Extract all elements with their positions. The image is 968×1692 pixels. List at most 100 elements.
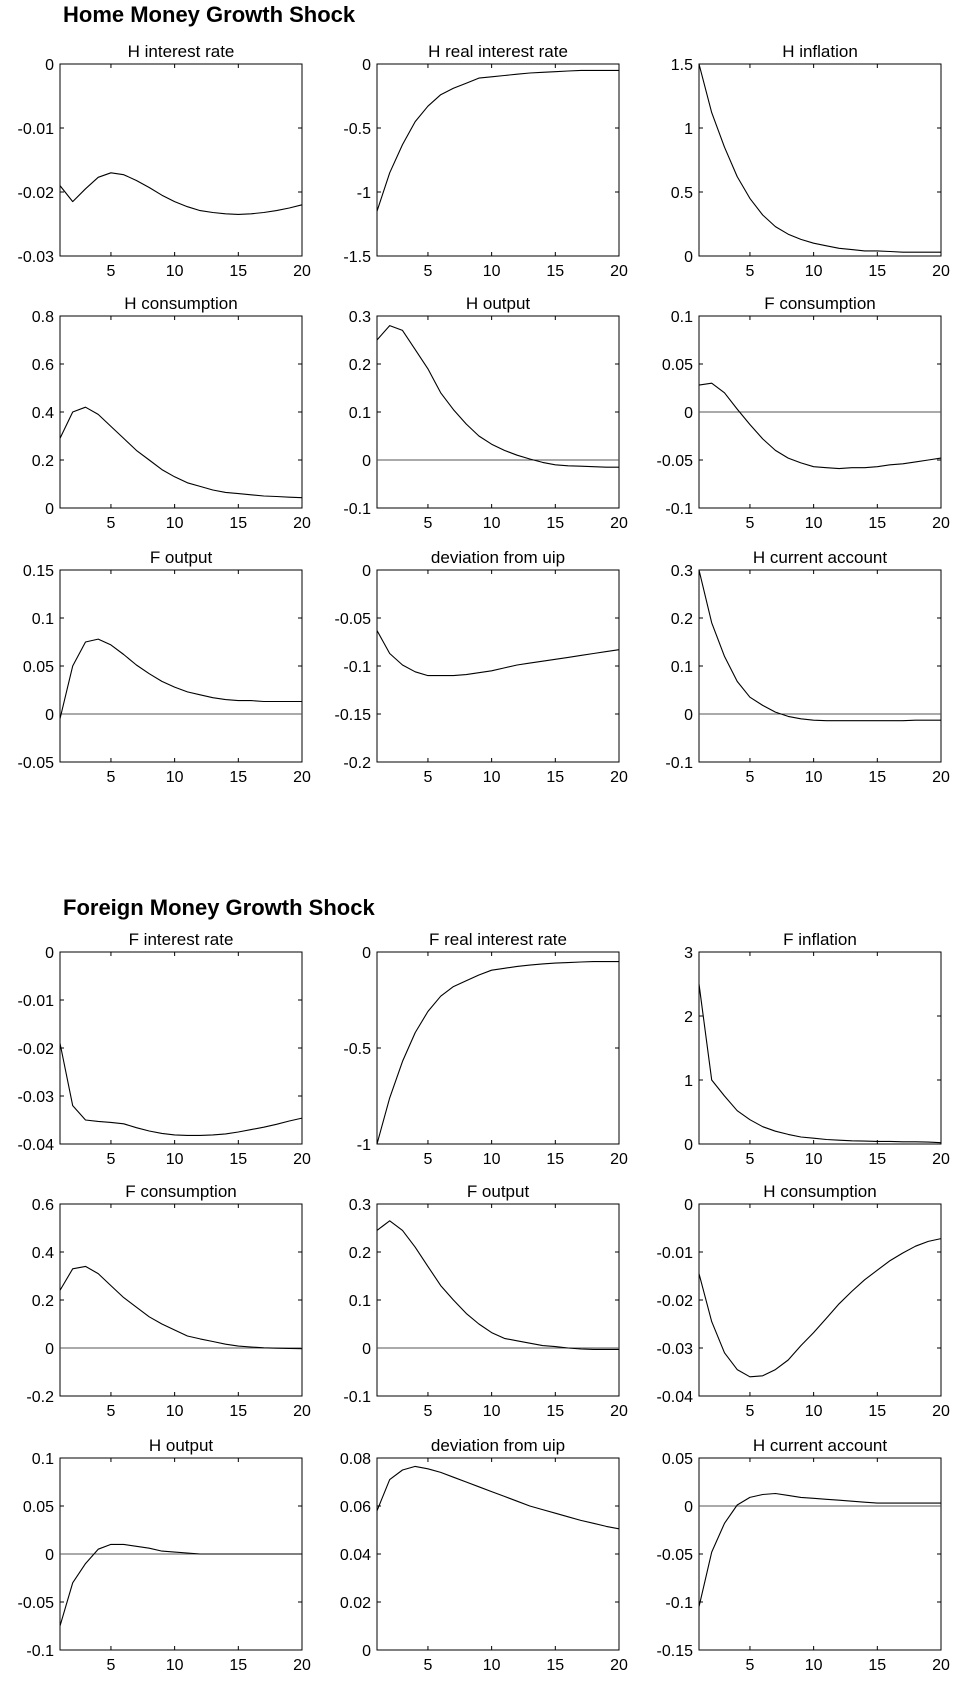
- chart-16-xtick-label: 15: [546, 1657, 564, 1674]
- chart-17-ytick-label: 0.05: [662, 1451, 693, 1468]
- chart-16-ytick-label: 0: [362, 1643, 371, 1660]
- section-title-home: Home Money Growth Shock: [63, 2, 356, 27]
- chart-5-title: F consumption: [764, 294, 876, 313]
- chart-13-xtick-label: 20: [610, 1403, 628, 1420]
- chart-16-ytick-label: 0.04: [340, 1547, 371, 1564]
- chart-15-series-line: [59, 1543, 302, 1627]
- chart-9-title: F interest rate: [129, 930, 234, 949]
- chart-12-axes-frame: [59, 1203, 303, 1397]
- chart-8-xtick-label: 20: [932, 769, 950, 786]
- chart-4-ytick-label: 0.2: [349, 357, 371, 374]
- chart-15-xtick-label: 15: [229, 1657, 247, 1674]
- chart-4-ytick-label: 0: [362, 453, 371, 470]
- chart-15-title: H output: [149, 1436, 214, 1455]
- chart-9-xtick-label: 20: [293, 1151, 311, 1168]
- chart-15-xtick-label: 20: [293, 1657, 311, 1674]
- chart-6-series-line: [59, 638, 302, 719]
- chart-5-xtick-label: 5: [745, 515, 754, 532]
- chart-17-axes-frame: [698, 1457, 942, 1651]
- chart-5-ytick-label: 0: [684, 405, 693, 422]
- chart-3-ytick-label: 0.8: [32, 309, 54, 326]
- chart-11-xtick-label: 15: [868, 1151, 886, 1168]
- chart-8-xtick-label: 10: [805, 769, 823, 786]
- chart-7-ytick-label: 0: [362, 563, 371, 580]
- chart-14-ytick-label: -0.01: [657, 1245, 694, 1262]
- chart-10-xtick-label: 5: [423, 1151, 432, 1168]
- chart-3-title: H consumption: [124, 294, 237, 313]
- chart-16-series-line: [376, 1465, 620, 1530]
- chart-17-series-line: [698, 1492, 941, 1607]
- chart-4-ytick-label: 0.3: [349, 309, 371, 326]
- chart-12-xtick-label: 15: [229, 1403, 247, 1420]
- chart-0-ytick-label: -0.01: [18, 121, 55, 138]
- chart-15-ytick-label: 0.05: [23, 1499, 54, 1516]
- chart-15-ytick-label: 0.1: [32, 1451, 54, 1468]
- chart-11-axes-frame: [698, 951, 942, 1145]
- chart-13-title: F output: [467, 1182, 530, 1201]
- chart-2-ytick-label: 1.5: [671, 57, 693, 74]
- chart-6-ytick-label: 0.15: [23, 563, 54, 580]
- chart-16-xtick-label: 10: [483, 1657, 501, 1674]
- chart-3-ytick-label: 0.2: [32, 453, 54, 470]
- chart-1-ytick-label: -1: [357, 185, 371, 202]
- chart-11-ytick-label: 2: [684, 1009, 693, 1026]
- chart-4-series-line: [376, 325, 619, 468]
- chart-9-xtick-label: 10: [166, 1151, 184, 1168]
- chart-11-xtick-label: 5: [745, 1151, 754, 1168]
- chart-3-series-line: [59, 406, 303, 499]
- chart-4-xtick-label: 10: [483, 515, 501, 532]
- chart-6-ytick-label: 0: [45, 707, 54, 724]
- chart-15-ytick-label: 0: [45, 1547, 54, 1564]
- chart-2-axes-frame: [698, 63, 942, 257]
- chart-8-axes-frame: [698, 569, 942, 763]
- chart-15-ytick-label: -0.1: [26, 1643, 54, 1660]
- chart-1-series-line: [376, 69, 619, 212]
- chart-1-xtick-label: 15: [546, 263, 564, 280]
- chart-7-ytick-label: -0.15: [335, 707, 372, 724]
- chart-5-xtick-label: 20: [932, 515, 950, 532]
- chart-7-series-line: [376, 630, 620, 677]
- chart-2-title: H inflation: [782, 42, 858, 61]
- chart-13-series-line: [376, 1220, 619, 1350]
- chart-14-xtick-label: 20: [932, 1403, 950, 1420]
- chart-16-title: deviation from uip: [431, 1436, 565, 1455]
- chart-0-axes-frame: [59, 63, 303, 257]
- chart-2-ytick-label: 0.5: [671, 185, 693, 202]
- chart-5-ytick-label: -0.1: [665, 501, 693, 518]
- chart-2-xtick-label: 5: [745, 263, 754, 280]
- chart-4-title: H output: [466, 294, 531, 313]
- chart-6-title: F output: [150, 548, 213, 567]
- chart-8-ytick-label: 0.3: [671, 563, 693, 580]
- chart-6-xtick-label: 10: [166, 769, 184, 786]
- chart-7-ytick-label: -0.05: [335, 611, 372, 628]
- chart-16-ytick-label: 0.02: [340, 1595, 371, 1612]
- chart-14-xtick-label: 5: [745, 1403, 754, 1420]
- chart-11-series-line: [698, 983, 942, 1144]
- chart-1-ytick-label: -0.5: [343, 121, 371, 138]
- chart-6-xtick-label: 20: [293, 769, 311, 786]
- chart-14-ytick-label: -0.02: [657, 1293, 694, 1310]
- chart-6-ytick-label: -0.05: [18, 755, 55, 772]
- chart-17-xtick-label: 10: [805, 1657, 823, 1674]
- chart-6-ytick-label: 0.1: [32, 611, 54, 628]
- chart-3-xtick-label: 15: [229, 515, 247, 532]
- chart-0-ytick-label: 0: [45, 57, 54, 74]
- chart-4-axes-frame: [376, 315, 620, 509]
- chart-14-ytick-label: 0: [684, 1197, 693, 1214]
- chart-3-xtick-label: 20: [293, 515, 311, 532]
- chart-9-xtick-label: 15: [229, 1151, 247, 1168]
- chart-10-xtick-label: 10: [483, 1151, 501, 1168]
- chart-10-ytick-label: -1: [357, 1137, 371, 1154]
- chart-10-ytick-label: -0.5: [343, 1041, 371, 1058]
- chart-13-xtick-label: 5: [423, 1403, 432, 1420]
- chart-1-xtick-label: 5: [423, 263, 432, 280]
- chart-9-series-line: [59, 1043, 303, 1136]
- chart-17-title: H current account: [753, 1436, 887, 1455]
- chart-8-ytick-label: -0.1: [665, 755, 693, 772]
- chart-2-xtick-label: 15: [868, 263, 886, 280]
- chart-2-xtick-label: 10: [805, 263, 823, 280]
- chart-2-ytick-label: 1: [684, 121, 693, 138]
- chart-0-xtick-label: 15: [229, 263, 247, 280]
- chart-13-xtick-label: 10: [483, 1403, 501, 1420]
- chart-14-xtick-label: 10: [805, 1403, 823, 1420]
